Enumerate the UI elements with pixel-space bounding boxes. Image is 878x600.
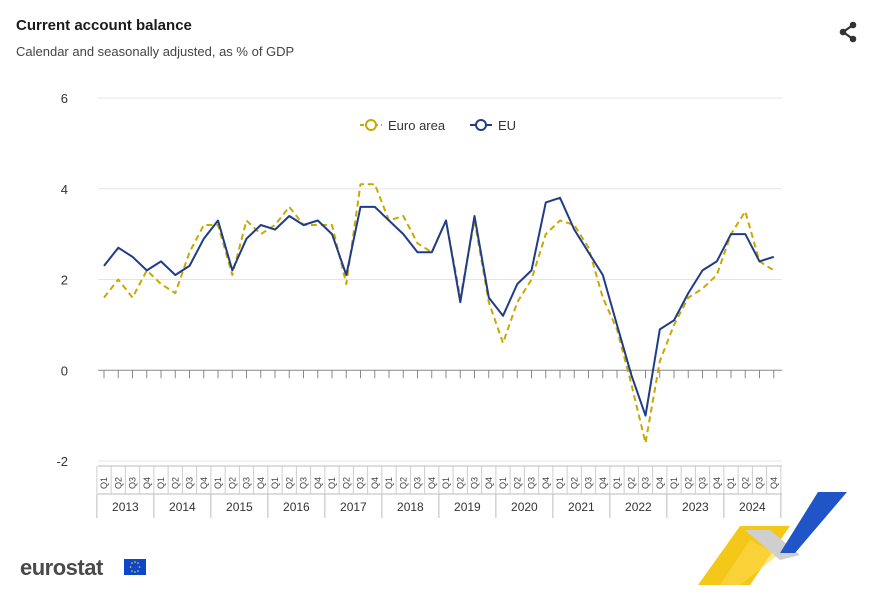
y-tick-label: 6 [61,91,68,106]
quarter-tick-label: Q3 [242,477,252,489]
legend-marker [365,119,377,131]
quarter-tick-label: Q4 [256,477,266,489]
grid: -2 0 2 4 6 [56,91,782,469]
year-tick-label: 2016 [283,500,310,514]
share-icon[interactable] [836,20,860,44]
y-tick-label: 2 [61,273,68,288]
quarter-tick-label: Q1 [555,477,565,489]
quarter-tick-label: Q4 [484,477,494,489]
quarter-tick-label: Q4 [370,477,380,489]
quarter-tick-label: Q3 [185,477,195,489]
quarter-tick-label: Q3 [470,477,480,489]
quarter-tick-label: Q3 [584,477,594,489]
y-tick-label: 0 [61,363,68,378]
year-tick-label: 2020 [511,500,538,514]
quarter-tick-label: Q3 [755,477,765,489]
year-tick-label: 2021 [568,500,595,514]
year-tick-label: 2013 [112,500,139,514]
legend-item-eu[interactable]: EU [470,118,516,133]
quarter-tick-label: Q1 [156,477,166,489]
quarter-tick-label: Q1 [612,477,622,489]
x-axis: Q1 Q2 Q3 Q4 Q1 Q2 Q3 Q4 Q1 Q2 Q3 Q4 Q1 Q2 Q3 Q4 Q1 Q2 Q3 Q4… [96,369,782,518]
legend-item-euro-area[interactable]: Euro area [360,118,446,133]
quarter-tick-label: Q4 [769,477,779,489]
quarter-tick-label: Q1 [498,477,508,489]
quarter-tick-label: Q4 [598,477,608,489]
quarter-tick-label: Q4 [541,477,551,489]
quarter-tick-label: Q2 [113,477,123,489]
chart-subtitle: Calendar and seasonally adjusted, as % o… [16,44,295,59]
quarter-tick-label: Q2 [740,477,750,489]
legend[interactable]: Euro area EU [360,118,516,133]
quarter-tick-label: Q1 [99,477,109,489]
quarter-tick-label: Q4 [199,477,209,489]
quarter-tick-label: Q4 [313,477,323,489]
year-tick-label: 2014 [169,500,196,514]
legend-marker [475,119,487,131]
quarter-tick-label: Q3 [641,477,651,489]
eurostat-stripes [698,492,847,585]
legend-label: EU [498,118,516,133]
quarter-tick-label: Q2 [227,477,237,489]
legend-label: Euro area [388,118,446,133]
year-tick-label: 2015 [226,500,253,514]
quarter-tick-label: Q4 [655,477,665,489]
eurostat-logo: eurostat [20,555,103,580]
quarter-tick-label: Q2 [626,477,636,489]
quarter-tick-label: Q3 [413,477,423,489]
y-tick-label: 4 [61,182,68,197]
year-tick-label: 2019 [454,500,481,514]
quarter-tick-label: Q2 [170,477,180,489]
quarter-tick-label: Q4 [427,477,437,489]
quarter-tick-label: Q4 [142,477,152,489]
eu-flag-icon [124,559,146,575]
quarter-tick-label: Q2 [569,477,579,489]
quarter-tick-label: Q1 [270,477,280,489]
series-lines [103,183,775,444]
year-tick-label: 2023 [682,500,709,514]
quarter-tick-label: Q3 [356,477,366,489]
quarter-tick-label: Q3 [527,477,537,489]
quarter-tick-label: Q2 [398,477,408,489]
quarter-tick-label: Q2 [512,477,522,489]
year-tick-label: 2017 [340,500,367,514]
year-tick-label: 2018 [397,500,424,514]
year-tick-label: 2024 [739,500,766,514]
series-line-euro-area [103,183,775,444]
quarter-tick-label: Q1 [327,477,337,489]
quarter-tick-label: Q1 [213,477,223,489]
quarter-tick-label: Q2 [284,477,294,489]
quarter-tick-label: Q3 [128,477,138,489]
quarter-tick-label: Q1 [726,477,736,489]
y-tick-label: -2 [56,454,68,469]
quarter-tick-label: Q2 [341,477,351,489]
quarter-tick-label: Q3 [299,477,309,489]
quarter-tick-label: Q1 [441,477,451,489]
quarter-tick-label: Q3 [698,477,708,489]
year-tick-label: 2022 [625,500,652,514]
quarter-tick-label: Q1 [384,477,394,489]
series-line-eu [103,196,775,417]
quarter-tick-label: Q1 [669,477,679,489]
chart-title: Current account balance [16,17,192,34]
quarter-tick-label: Q2 [455,477,465,489]
quarter-tick-label: Q2 [683,477,693,489]
quarter-tick-label: Q4 [712,477,722,489]
